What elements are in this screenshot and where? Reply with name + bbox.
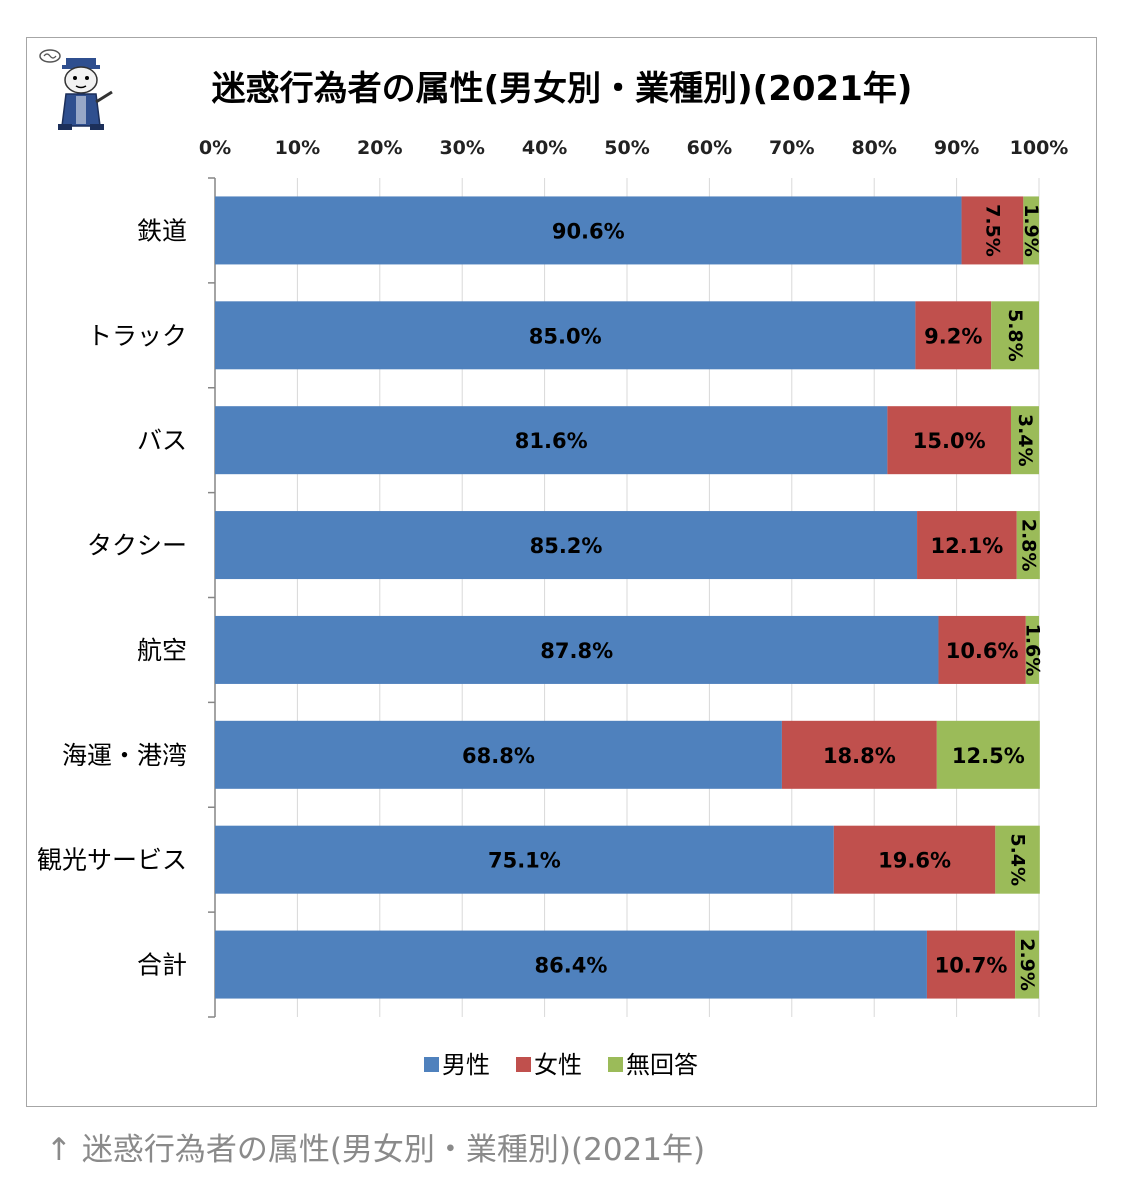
x-tick-label: 20% <box>357 137 402 159</box>
x-tick-label: 30% <box>439 137 484 159</box>
x-tick-label: 0% <box>199 137 231 159</box>
bar-女性 <box>917 511 1017 580</box>
data-label: 86.4% <box>535 954 608 978</box>
legend-label: 女性 <box>534 1051 582 1079</box>
data-label: 7.5% <box>981 204 1003 257</box>
category-label: 海運・港湾 <box>62 741 187 770</box>
x-tick-label: 50% <box>604 137 649 159</box>
bar-無回答 <box>991 301 1039 370</box>
category-label: 観光サービス <box>37 846 187 875</box>
bar-男性 <box>215 615 939 684</box>
category-label: タクシー <box>87 531 187 560</box>
data-label: 12.5% <box>952 744 1025 768</box>
bar-女性 <box>887 406 1011 475</box>
legend-swatch <box>424 1057 439 1072</box>
category-label: 航空 <box>137 636 187 665</box>
data-label: 81.6% <box>515 429 588 453</box>
data-label: 85.0% <box>529 324 602 348</box>
chart-title: 迷惑行為者の属性(男女別・業種別)(2021年) <box>212 69 913 109</box>
bar-女性 <box>915 301 992 370</box>
category-label: トラック <box>87 321 187 350</box>
data-label: 10.6% <box>946 639 1019 663</box>
x-tick-label: 80% <box>851 137 896 159</box>
bar-女性 <box>961 196 1024 265</box>
bar-男性 <box>215 196 962 265</box>
data-label: 12.1% <box>930 534 1003 558</box>
data-label: 9.2% <box>924 324 982 348</box>
bar-無回答 <box>1023 196 1039 265</box>
data-label: 3.4% <box>1014 414 1036 467</box>
bar-無回答 <box>936 720 1040 789</box>
data-label: 5.8% <box>1004 309 1026 362</box>
chart: 迷惑行為者の属性(男女別・業種別)(2021年) 0% 10% 20% 30% 40% 50… <box>37 69 1069 1079</box>
data-label: 2.8% <box>1017 519 1039 572</box>
data-label: 10.7% <box>935 954 1008 978</box>
legend-label: 無回答 <box>626 1051 698 1079</box>
bar-男性 <box>215 301 916 370</box>
mascot-icon <box>39 49 113 130</box>
bar-女性 <box>938 615 1026 684</box>
bar-男性 <box>215 406 888 475</box>
data-label: 18.8% <box>823 744 896 768</box>
category-label: 合計 <box>137 951 187 980</box>
bar-無回答 <box>1010 406 1039 475</box>
bar-男性 <box>215 825 834 894</box>
legend-label: 男性 <box>442 1051 490 1079</box>
bar-男性 <box>215 930 927 999</box>
x-tick-label: 70% <box>769 137 814 159</box>
data-label: 90.6% <box>552 219 625 243</box>
category-label: バス <box>137 426 187 455</box>
bar-男性 <box>215 511 918 580</box>
x-tick-label: 90% <box>934 137 979 159</box>
x-tick-label: 10% <box>275 137 320 159</box>
data-label: 19.6% <box>878 849 951 873</box>
caption: ↑ 迷惑行為者の属性(男女別・業種別)(2021年) <box>46 1132 706 1168</box>
bar-無回答 <box>995 825 1040 894</box>
data-label: 2.9% <box>1016 938 1038 991</box>
bar-無回答 <box>1015 930 1039 999</box>
data-label: 15.0% <box>913 429 986 453</box>
legend-swatch <box>608 1057 623 1072</box>
data-label: 68.8% <box>462 744 535 768</box>
bar-無回答 <box>1016 511 1040 580</box>
data-label: 1.6% <box>1021 624 1043 677</box>
bar-無回答 <box>1025 615 1039 684</box>
bar-女性 <box>833 825 996 894</box>
data-label: 85.2% <box>530 534 603 558</box>
bar-女性 <box>926 930 1016 999</box>
legend-swatch <box>516 1057 531 1072</box>
data-label: 1.9% <box>1020 204 1042 257</box>
bar-男性 <box>215 720 782 789</box>
x-tick-label: 100% <box>1010 137 1069 159</box>
data-label: 87.8% <box>540 639 613 663</box>
x-tick-label: 60% <box>687 137 732 159</box>
category-label: 鉄道 <box>137 216 187 245</box>
data-label: 75.1% <box>488 849 561 873</box>
data-label: 5.4% <box>1007 833 1029 886</box>
bar-女性 <box>781 720 937 789</box>
x-tick-label: 40% <box>522 137 567 159</box>
